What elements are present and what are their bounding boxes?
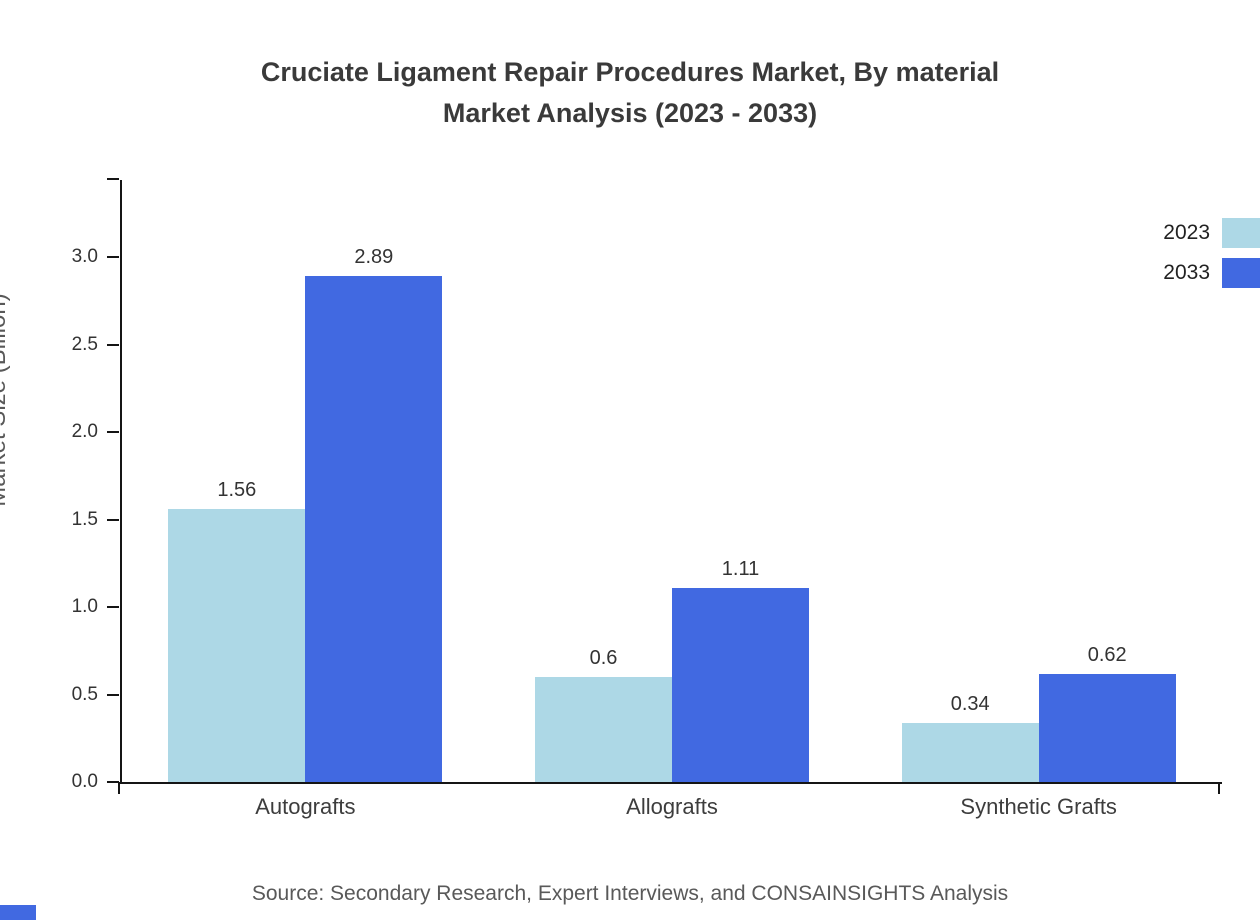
x-category-label-autografts: Autografts [255,794,356,819]
footer-accent-bar [0,905,36,920]
y-tick-mark [107,256,119,258]
bar-value-label: 0.34 [950,692,990,715]
legend-label: 2023 [1163,221,1210,244]
y-tick-label: 1.0 [71,596,98,617]
bar-value-label: 1.56 [217,479,257,501]
bar-2023-allografts: 0.6 [535,647,672,782]
y-tick-label: 2.5 [71,333,98,355]
y-tick-mark [107,781,119,783]
bar-2023-autografts: 1.56 [168,479,306,782]
chart-title-line-2: Market Analysis (2023 - 2033) [442,97,818,128]
y-tick-label: 1.5 [71,508,98,530]
x-category-label-allografts: Allografts [626,794,718,819]
x-axis-left-cap [118,782,120,794]
y-tick-mark [107,606,119,608]
y-tick-label: 0.5 [71,683,98,705]
legend-swatch-icon [1222,258,1260,288]
bar-value-label: 0.6 [589,647,618,669]
legend-item-2033: 2033 [1163,258,1260,288]
y-tick-mark [107,431,119,433]
bar-group-autografts: 1.56 2.89 Autografts [122,180,489,819]
chart-legend: 2023 2033 [1163,218,1260,298]
bar-value-label: 1.11 [721,557,760,580]
y-tick-label: 3.0 [71,246,98,267]
y-tick-mark [107,343,119,346]
legend-item-2023: 2023 [1163,218,1260,248]
legend-swatch-icon [1222,218,1260,248]
bar-2033-autografts: 2.89 [305,246,443,782]
chart-title: Cruciate Ligament Repair Procedures Mark… [0,52,1260,133]
y-tick-mark [107,518,119,521]
y-axis-top-cap [107,178,119,180]
y-tick-label: 0.0 [71,771,98,792]
bar-value-label: 2.89 [354,246,394,269]
x-category-label-synthetic-grafts: Synthetic Grafts [960,794,1117,819]
chart-title-line-1: Cruciate Ligament Repair Procedures Mark… [260,57,1000,87]
bar-2033-synthetic-grafts: 0.62 [1038,644,1176,782]
y-axis-title: Market Size (Billion) [0,293,11,507]
source-note: Source: Secondary Research, Expert Inter… [251,882,1009,905]
y-tick-mark [107,693,119,696]
plot-area: 1.56 2.89 Autografts 0.6 1.11 Allografts 0.34 0… [120,180,1222,819]
bar-group-allografts: 0.6 1.11 Allografts [489,180,856,819]
bar-group-synthetic-grafts: 0.34 0.62 Synthetic Grafts [855,180,1222,819]
bar-2023-synthetic-grafts: 0.34 [901,693,1039,782]
bar-value-label: 0.62 [1087,643,1127,666]
bar-2033-allografts: 1.11 [672,558,809,782]
x-axis-right-cap [1218,782,1220,794]
y-tick-label: 2.0 [71,421,98,442]
legend-label: 2033 [1163,261,1210,284]
